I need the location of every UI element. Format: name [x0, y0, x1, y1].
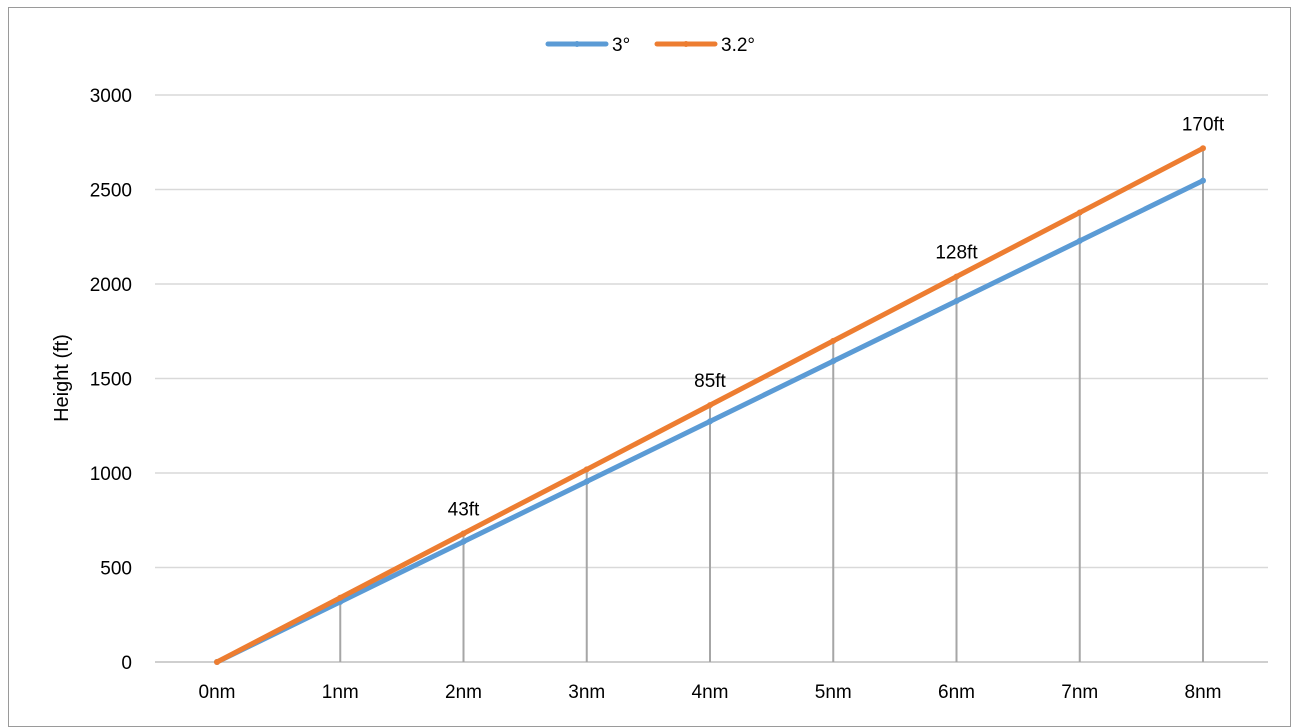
data-point — [707, 402, 713, 409]
y-axis-title: Height (ft) — [51, 334, 73, 422]
data-point — [830, 358, 837, 365]
data-point — [460, 530, 467, 537]
data-point — [1200, 145, 1206, 152]
data-point — [1200, 177, 1206, 184]
data-point — [1076, 209, 1083, 216]
legend: 3° 3.2° — [545, 35, 755, 56]
legend-label: 3.2° — [721, 35, 755, 56]
chart-frame — [8, 7, 1291, 727]
y-tick-label: 500 — [100, 559, 132, 580]
data-point — [707, 418, 713, 425]
data-point — [583, 478, 590, 485]
x-tick-label: 7nm — [1061, 682, 1098, 703]
data-point — [953, 298, 960, 305]
data-point — [460, 538, 467, 545]
legend-marker — [683, 41, 689, 47]
data-point — [214, 659, 220, 665]
x-tick-label: 0nm — [199, 682, 236, 703]
data-point — [583, 466, 590, 473]
series-lines — [214, 145, 1206, 665]
x-tick-label: 2nm — [445, 682, 482, 703]
data-label: 128ft — [935, 243, 978, 264]
data-point — [337, 594, 344, 601]
legend-marker — [574, 41, 580, 47]
x-tick-label: 8nm — [1185, 682, 1222, 703]
data-label: 170ft — [1182, 114, 1225, 135]
x-tick-label: 5nm — [815, 682, 852, 703]
data-point — [830, 337, 837, 344]
y-tick-label: 1500 — [90, 370, 132, 391]
data-point — [1076, 237, 1083, 244]
data-labels: 43ft 85ft 128ft 170ft — [448, 114, 1225, 520]
data-label: 85ft — [694, 371, 726, 392]
drop-lines — [339, 148, 1204, 662]
x-tick-label: 1nm — [322, 682, 359, 703]
x-tick-labels: 0nm 1nm 2nm 3nm 4nm 5nm 6nm 7nm 8nm — [199, 682, 1222, 703]
y-tick-label: 3000 — [90, 86, 132, 107]
x-tick-label: 4nm — [692, 682, 729, 703]
x-tick-label: 3nm — [568, 682, 605, 703]
data-point — [953, 273, 960, 280]
y-tick-label: 1000 — [90, 464, 132, 485]
y-tick-label: 2000 — [90, 275, 132, 296]
data-label: 43ft — [448, 499, 480, 520]
legend-label: 3° — [612, 35, 630, 56]
y-tick-labels: 0 500 1000 1500 2000 2500 3000 — [90, 86, 132, 674]
y-tick-label: 2500 — [90, 181, 132, 202]
x-tick-label: 6nm — [938, 682, 975, 703]
y-tick-label: 0 — [121, 653, 132, 674]
